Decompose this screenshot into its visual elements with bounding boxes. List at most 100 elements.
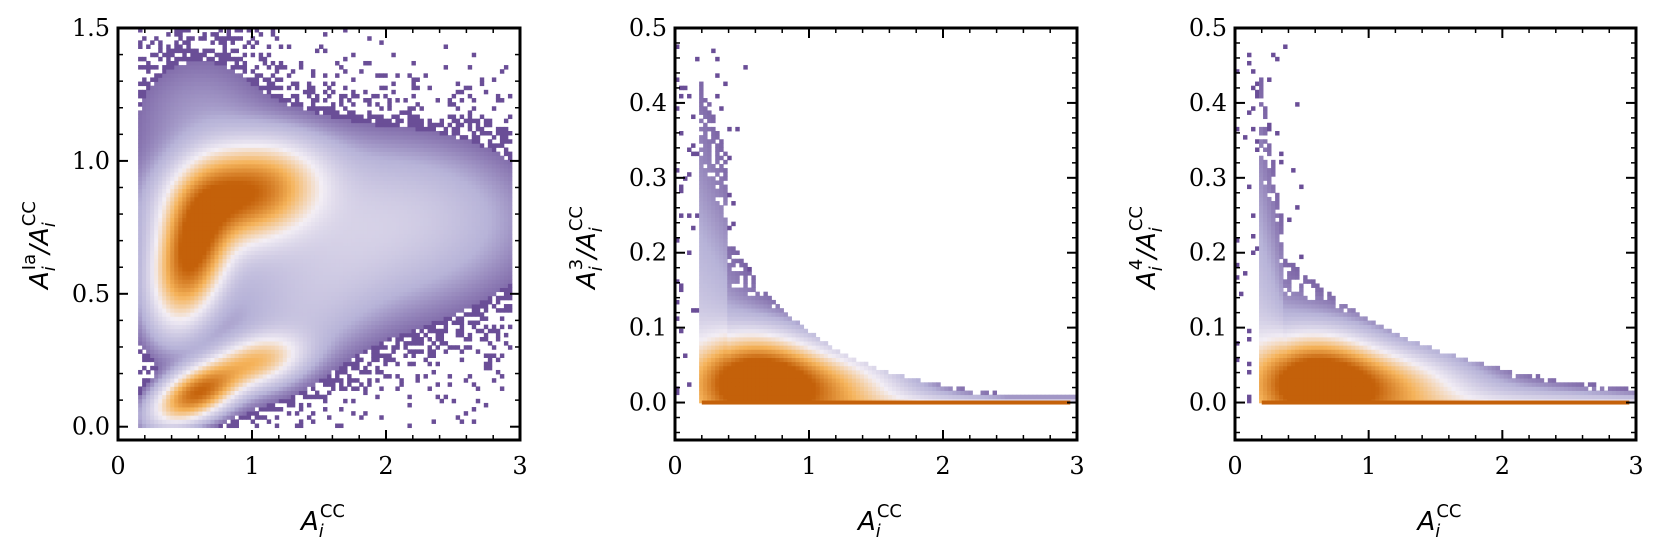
heatmap-cell — [274, 361, 280, 367]
heatmap-cell — [218, 184, 223, 190]
heatmap-cell — [218, 365, 223, 371]
heatmap-cell — [262, 151, 268, 157]
heatmap-cell — [246, 196, 252, 202]
heatmap-cell — [238, 114, 244, 120]
heatmap-cell — [202, 155, 207, 161]
heatmap-cell — [186, 98, 191, 103]
heatmap-cell — [327, 415, 332, 420]
heatmap-cell — [150, 394, 155, 400]
heatmap-cell — [375, 147, 380, 152]
heatmap-cell — [190, 312, 195, 317]
heatmap-cell — [270, 81, 276, 87]
heatmap-cell — [186, 415, 191, 420]
heatmap-cell — [327, 291, 332, 297]
heatmap-cell — [254, 275, 260, 280]
heatmap-cell — [298, 229, 304, 235]
heatmap-cell — [170, 258, 175, 264]
heatmap-cell — [359, 345, 364, 350]
heatmap-cell — [206, 411, 211, 416]
heatmap-cell — [310, 250, 316, 255]
heatmap-cell — [282, 139, 288, 144]
heatmap-cell — [230, 163, 235, 169]
heatmap-cell — [266, 308, 272, 313]
heatmap-cell — [306, 415, 312, 420]
heatmap-cell — [294, 258, 300, 264]
heatmap-cell — [347, 217, 352, 223]
heatmap-cell — [138, 184, 143, 190]
heatmap-cell — [278, 143, 284, 148]
heatmap-cell — [306, 394, 312, 400]
heatmap-cell — [274, 312, 280, 317]
heatmap-cell — [230, 312, 235, 317]
heatmap-cell — [170, 398, 175, 404]
heatmap-cell — [230, 283, 235, 288]
heatmap-cell — [282, 98, 288, 103]
heatmap-cell — [254, 291, 260, 297]
heatmap-cell — [262, 242, 268, 247]
heatmap-cell — [234, 135, 239, 140]
heatmap-cell — [270, 102, 276, 107]
heatmap-cell — [190, 419, 195, 424]
heatmap-cell — [158, 110, 163, 115]
heatmap-cell — [319, 262, 324, 268]
heatmap-cell — [146, 382, 151, 387]
heatmap-cell — [379, 291, 384, 297]
heatmap-cell — [174, 32, 179, 37]
heatmap-cell — [266, 402, 272, 408]
heatmap-cell — [194, 118, 199, 124]
heatmap-cell — [170, 299, 175, 305]
heatmap-cell — [250, 386, 256, 391]
heatmap-cell — [190, 324, 195, 330]
heatmap-cell — [270, 337, 276, 342]
heatmap-cell — [278, 201, 284, 206]
heatmap-cell — [298, 332, 304, 338]
heatmap-cell — [238, 98, 244, 103]
heatmap-cell — [178, 135, 183, 140]
heatmap-cell — [214, 341, 219, 346]
heatmap-cell — [174, 304, 179, 309]
heatmap-cell — [226, 147, 231, 152]
heatmap-cell — [294, 382, 300, 387]
heatmap-cell — [246, 168, 252, 173]
heatmap-cell — [278, 209, 284, 214]
heatmap-cell — [194, 192, 199, 198]
heatmap-cell — [174, 320, 179, 326]
heatmap-cell — [142, 353, 147, 358]
heatmap-cell — [383, 345, 388, 350]
heatmap-cell — [154, 328, 159, 334]
heatmap-cell — [190, 262, 195, 268]
heatmap-cell — [310, 196, 316, 202]
heatmap-cell — [178, 85, 183, 91]
heatmap-cell — [266, 345, 272, 350]
heatmap-cell — [282, 234, 288, 239]
heatmap-cell — [359, 258, 364, 264]
heatmap-cell — [347, 332, 352, 338]
heatmap-cell — [238, 192, 244, 198]
heatmap-cell — [331, 172, 336, 177]
heatmap-cell — [335, 126, 340, 132]
heatmap-cell — [331, 192, 336, 198]
heatmap-cell — [258, 283, 264, 288]
heatmap-cell — [375, 394, 380, 400]
heatmap-cell — [190, 398, 195, 404]
heatmap-cell — [238, 328, 244, 334]
heatmap-cell — [254, 324, 260, 330]
heatmap-cell — [186, 316, 191, 321]
heatmap-cell — [254, 411, 260, 416]
heatmap-cell — [238, 258, 244, 264]
heatmap-cell — [214, 337, 219, 342]
heatmap-cell — [226, 234, 231, 239]
heatmap-cell — [230, 238, 235, 243]
heatmap-cell — [339, 159, 344, 165]
heatmap-cell — [335, 184, 340, 190]
heatmap-cell — [290, 139, 296, 144]
heatmap-cell — [294, 192, 300, 198]
heatmap-cell — [234, 308, 239, 313]
heatmap-cell — [270, 242, 276, 247]
heatmap-cell — [254, 308, 260, 313]
heatmap-cell — [314, 143, 320, 148]
heatmap-cell — [306, 312, 312, 317]
heatmap-cell — [306, 147, 312, 152]
heatmap-cell — [174, 28, 179, 33]
heatmap-cell — [174, 168, 179, 173]
